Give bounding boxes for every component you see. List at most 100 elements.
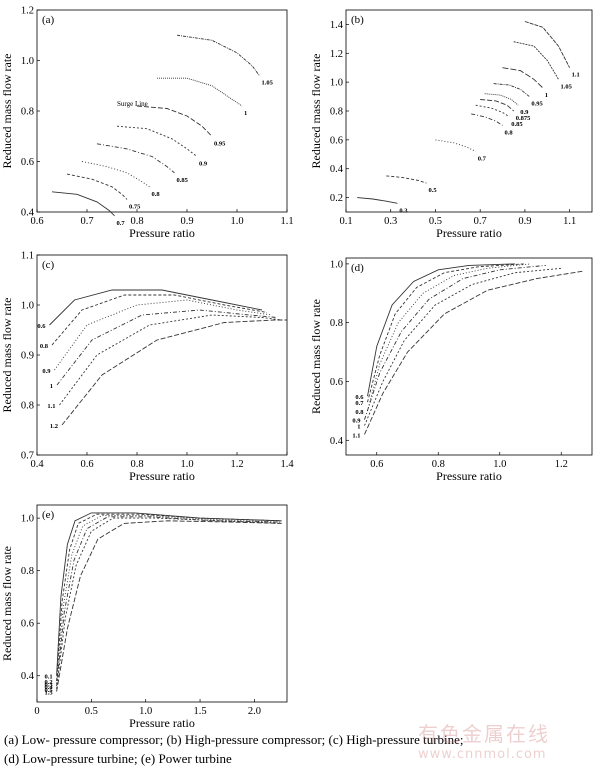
watermark-line-1: 有色金属在线 <box>418 722 550 746</box>
series-line-0.7 <box>367 263 525 403</box>
chart-panel-b: (b) 0.1 0.3 0.5 0.7 0.9 1.1 0.2 0.4 0.6 0.8 1.0 1.2 1… <box>309 9 593 240</box>
series-label: 0.6 <box>355 394 364 401</box>
y-tick-label: 0.6 <box>330 135 343 146</box>
x-tick-label: 0.8 <box>130 216 143 227</box>
plot-frame <box>36 9 288 213</box>
series-line-0.85 <box>475 104 510 118</box>
y-axis-label: Reduced mass flow rate <box>309 299 323 414</box>
x-tick-label: 1.0 <box>230 216 243 227</box>
y-axis-label: Reduced mass flow rate <box>0 298 14 413</box>
series-line-0.8 <box>51 294 268 346</box>
figure-caption: (a) Low- pressure compressor; (b) High-p… <box>4 730 596 768</box>
x-axis-label: Pressure ratio <box>129 469 195 483</box>
y-tick-label: 1.2 <box>21 6 34 17</box>
x-tick-label: 0.7 <box>474 216 487 227</box>
x-tick-label: 1.2 <box>230 459 243 470</box>
y-tick-label: 0.8 <box>21 107 34 118</box>
series-line-0.7 <box>435 139 476 152</box>
y-axis-label: Reduced mass flow rate <box>309 54 323 169</box>
y-axis-label: Reduced mass flow rate <box>0 54 14 169</box>
series-line-1.1 <box>59 314 283 406</box>
series-label: 0.8 <box>355 409 364 416</box>
series-label: 0.95 <box>531 101 543 108</box>
x-tick-label: 0 <box>34 706 39 717</box>
series-label: 1 <box>50 383 53 390</box>
series-line-0.3 <box>357 197 398 204</box>
y-tick-label: 0.8 <box>21 401 34 412</box>
x-tick-label: 0.7 <box>80 216 93 227</box>
plot-frame <box>345 9 593 213</box>
y-tick-label: 1.0 <box>21 514 34 525</box>
plot-frame <box>345 257 593 456</box>
series-line-0.8 <box>81 161 150 188</box>
series-label: 0.3 <box>44 682 53 689</box>
y-tick-label: 1.1 <box>21 251 34 262</box>
series-line-1.1 <box>364 270 583 435</box>
series-label: 0.9 <box>520 109 529 116</box>
series-line-1.1 <box>524 21 571 68</box>
series-label: 0.9 <box>199 160 208 167</box>
series-line-0.6 <box>367 263 516 397</box>
series-line-0.9 <box>54 299 273 371</box>
series-line-0.3 <box>56 515 282 684</box>
y-tick-label: 0.8 <box>330 318 343 329</box>
x-axis-label: Pressure ratio <box>129 716 195 730</box>
caption-line-2: (d) Low-pressure turbine; (e) Power turb… <box>4 751 232 766</box>
series-label: 0.2 <box>44 679 52 686</box>
x-axis-label: Pressure ratio <box>436 469 502 483</box>
x-tick-label: 0.1 <box>339 216 352 227</box>
series-line-0.5 <box>56 517 282 689</box>
panel-label: (a) <box>42 14 55 26</box>
y-tick-label: 0.4 <box>330 164 344 175</box>
y-tick-label: 0.4 <box>330 436 344 447</box>
y-tick-label: 0.2 <box>330 193 343 204</box>
series-label: 0.9 <box>352 418 361 425</box>
x-tick-label: 1.0 <box>493 459 506 470</box>
series-label: 0.8 <box>152 191 161 198</box>
y-tick-label: 0.4 <box>21 671 35 682</box>
panel-label: (b) <box>351 14 364 26</box>
series-line-0.2 <box>56 513 282 682</box>
y-tick-label: 1.0 <box>330 259 343 270</box>
series-line-0.7 <box>51 191 115 217</box>
series-label: 0.7 <box>478 155 487 162</box>
series-label: 0.3 <box>399 207 408 214</box>
series-line-0.6 <box>49 289 263 326</box>
series-line-0.9 <box>484 93 519 106</box>
series-label: 0.8 <box>40 343 49 350</box>
x-tick-label: 0.3 <box>384 216 397 227</box>
x-tick-label: 0.4 <box>30 459 44 470</box>
x-tick-label: 0.8 <box>130 459 143 470</box>
x-tick-label: 0.9 <box>518 216 531 227</box>
x-tick-label: 1.5 <box>193 706 206 717</box>
series-line-1.05 <box>513 41 559 80</box>
x-tick-label: 0.5 <box>429 216 442 227</box>
series-label: 0.9 <box>42 368 51 375</box>
series-line-1.2 <box>61 319 287 426</box>
series-line-1 <box>502 67 544 89</box>
y-tick-label: 0.8 <box>330 107 343 118</box>
series-line-0.5 <box>386 175 427 184</box>
series-label: 0.95 <box>214 140 226 147</box>
series-label: 1 <box>545 92 548 99</box>
x-axis-label: Pressure ratio <box>436 226 502 240</box>
y-tick-label: 0.6 <box>21 619 34 630</box>
y-tick-label: 0.6 <box>21 157 34 168</box>
x-tick-label: 0.8 <box>432 459 445 470</box>
y-tick-label: 1.2 <box>330 49 343 60</box>
series-line-0.85 <box>96 143 175 174</box>
x-axis-label: Pressure ratio <box>129 226 195 240</box>
series-line-0.95 <box>493 83 530 97</box>
series-line-1 <box>56 309 278 386</box>
series-label: 0.6 <box>37 323 46 330</box>
panel-label: (c) <box>42 259 55 271</box>
series-label: 0.75 <box>129 203 141 210</box>
y-tick-label: 1.0 <box>21 301 34 312</box>
series-line-1 <box>364 267 562 426</box>
series-label: 0.5 <box>44 687 53 694</box>
x-tick-label: 2.0 <box>248 706 261 717</box>
series-label: 0.7 <box>355 400 364 407</box>
